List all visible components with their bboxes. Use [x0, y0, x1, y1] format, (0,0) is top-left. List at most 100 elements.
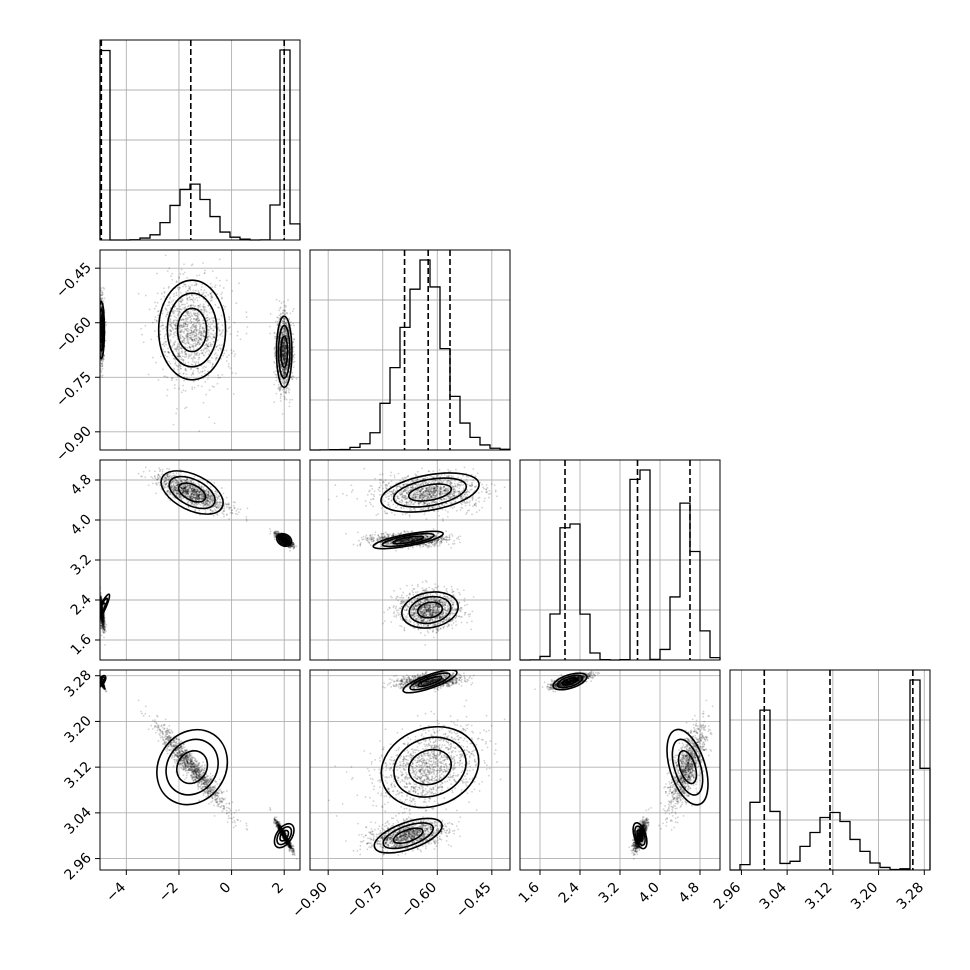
sample-point: [193, 475, 196, 478]
sample-point: [175, 324, 177, 327]
sample-point: [283, 320, 285, 323]
sample-point: [198, 371, 200, 374]
sample-point: [209, 336, 212, 339]
sample-point: [283, 349, 286, 352]
sample-point: [283, 342, 286, 345]
sample-point: [293, 338, 296, 340]
sample-point: [283, 342, 286, 345]
sample-point: [279, 397, 282, 400]
sample-point: [101, 608, 103, 611]
sample-point: [179, 291, 182, 294]
sample-point: [181, 336, 184, 338]
sample-point: [193, 321, 195, 323]
sample-point: [283, 326, 286, 328]
sample-point: [170, 330, 173, 333]
sample-point: [284, 347, 287, 350]
sample-point: [194, 353, 197, 356]
sample-point: [224, 305, 227, 308]
sample-point: [100, 328, 102, 331]
sample-point: [100, 332, 103, 335]
sample-point: [183, 263, 185, 266]
sample-point: [189, 311, 192, 314]
sample-point: [216, 354, 219, 357]
sample-point: [185, 333, 188, 336]
sample-point: [172, 333, 175, 335]
sample-point: [210, 297, 213, 300]
sample-point: [179, 330, 182, 333]
sample-point: [284, 344, 286, 347]
sample-point: [100, 607, 103, 610]
sample-point: [223, 505, 225, 508]
sample-point: [100, 627, 103, 630]
sample-point: [195, 329, 198, 331]
sample-point: [186, 305, 189, 308]
sample-point: [202, 334, 205, 337]
sample-point: [273, 360, 276, 363]
sample-point: [100, 331, 103, 334]
sample-point: [101, 618, 104, 621]
sample-point: [236, 330, 239, 333]
sample-point: [186, 312, 189, 315]
sample-point: [210, 503, 213, 506]
sample-point: [166, 270, 169, 272]
sample-point: [184, 369, 187, 372]
sample-point: [202, 335, 205, 338]
sample-point: [186, 347, 189, 349]
sample-point: [189, 305, 192, 307]
sample-point: [100, 333, 103, 336]
sample-point: [282, 368, 285, 371]
sample-point: [216, 339, 219, 342]
sample-point: [195, 337, 197, 340]
sample-point: [282, 354, 285, 356]
sample-point: [185, 294, 188, 297]
sample-point: [207, 329, 210, 332]
sample-point: [184, 325, 187, 328]
sample-point: [207, 349, 210, 351]
sample-point: [211, 322, 214, 325]
sample-point: [198, 356, 200, 359]
sample-point: [100, 598, 103, 601]
sample-point: [275, 298, 278, 301]
sample-point: [280, 331, 283, 334]
sample-point: [100, 329, 103, 332]
sample-point: [278, 389, 281, 392]
sample-point: [104, 644, 106, 646]
sample-point: [283, 341, 286, 344]
sample-point: [182, 389, 185, 392]
sample-point: [282, 382, 285, 385]
sample-point: [189, 334, 192, 337]
sample-point: [100, 333, 103, 335]
sample-point: [104, 621, 106, 624]
sample-point: [284, 346, 287, 349]
sample-point: [285, 305, 287, 307]
sample-point: [164, 307, 167, 310]
sample-point: [169, 339, 171, 341]
sample-point: [189, 304, 192, 307]
sample-point: [281, 347, 284, 350]
sample-point: [192, 336, 195, 339]
sample-point: [285, 388, 287, 390]
sample-point: [191, 338, 193, 341]
sample-point: [283, 374, 286, 376]
sample-point: [193, 339, 196, 341]
sample-point: [181, 299, 184, 301]
sample-point: [283, 309, 286, 312]
sample-point: [187, 310, 190, 313]
sample-point: [100, 314, 103, 316]
sample-point: [285, 331, 288, 334]
sample-point: [160, 325, 163, 327]
sample-point: [100, 291, 103, 294]
sample-point: [281, 356, 284, 359]
sample-point: [188, 346, 191, 348]
sample-point: [185, 335, 188, 338]
sample-point: [199, 305, 201, 308]
sample-point: [103, 636, 105, 639]
sample-point: [279, 315, 282, 318]
sample-point: [284, 356, 287, 359]
sample-point: [281, 350, 284, 353]
sample-point: [101, 607, 104, 610]
sample-point: [285, 333, 288, 335]
sample-point: [100, 353, 103, 356]
sample-point: [102, 623, 105, 626]
sample-point: [176, 310, 179, 313]
